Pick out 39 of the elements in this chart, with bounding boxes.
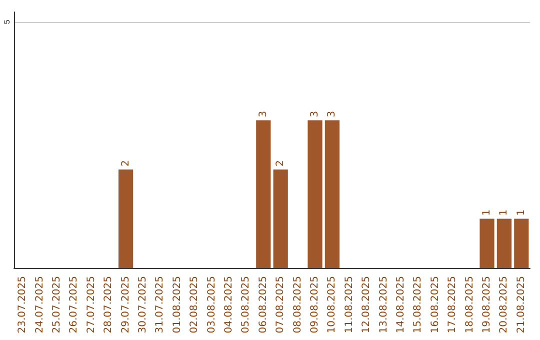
x-tick-label: 20.08.2025	[498, 276, 510, 334]
data-label: 3	[310, 110, 320, 118]
x-tick-label: 30.07.2025	[138, 276, 148, 334]
x-tick-label: 12.08.2025	[361, 276, 372, 334]
x-tick-label: 08.08.2025	[292, 276, 304, 334]
x-tick-label: 19.08.2025	[482, 276, 492, 334]
x-tick-label: 11.08.2025	[344, 276, 355, 334]
x-tick-label: 15.08.2025	[412, 276, 424, 334]
data-label: 2	[120, 160, 132, 167]
x-tick-label: 28.07.2025	[103, 276, 114, 334]
x-tick-label: 24.07.2025	[34, 276, 46, 334]
x-tick-label: 18.08.2025	[464, 276, 476, 334]
x-tick-label: 27.07.2025	[86, 276, 97, 334]
x-tick-label: 23.07.2025	[17, 276, 28, 334]
data-label: 1	[482, 209, 492, 216]
x-tick-label: 16.08.2025	[430, 276, 441, 334]
x-tick-label: 25.07.2025	[52, 276, 62, 334]
x-tick-label: 14.08.2025	[396, 276, 406, 334]
x-tick-label: 29.07.2025	[120, 276, 132, 334]
data-label: 2	[275, 160, 286, 167]
x-tick-label: 13.08.2025	[378, 276, 390, 334]
x-tick-label: 09.08.2025	[310, 276, 320, 334]
x-tick-label: 10.08.2025	[326, 276, 338, 334]
data-label: 3	[258, 110, 269, 118]
x-tick-label: 06.08.2025	[258, 276, 269, 334]
data-label: 3	[326, 110, 338, 118]
x-tick-label: 03.08.2025	[206, 276, 218, 334]
x-tick-label: 04.08.2025	[224, 276, 234, 334]
data-label: 1	[498, 209, 510, 216]
x-tick-label: 31.07.2025	[154, 276, 166, 334]
x-tick-label: 05.08.2025	[240, 276, 252, 334]
x-tick-label: 21.08.2025	[516, 276, 527, 334]
x-tick-label: 17.08.2025	[447, 276, 458, 334]
x-tick-label: 07.08.2025	[275, 276, 286, 334]
y-tick-label: 5	[2, 19, 12, 24]
x-tick-label: 01.08.2025	[172, 276, 183, 334]
x-tick-label: 02.08.2025	[189, 276, 200, 334]
data-label: 1	[516, 209, 527, 216]
x-tick-label: 26.07.2025	[68, 276, 80, 334]
